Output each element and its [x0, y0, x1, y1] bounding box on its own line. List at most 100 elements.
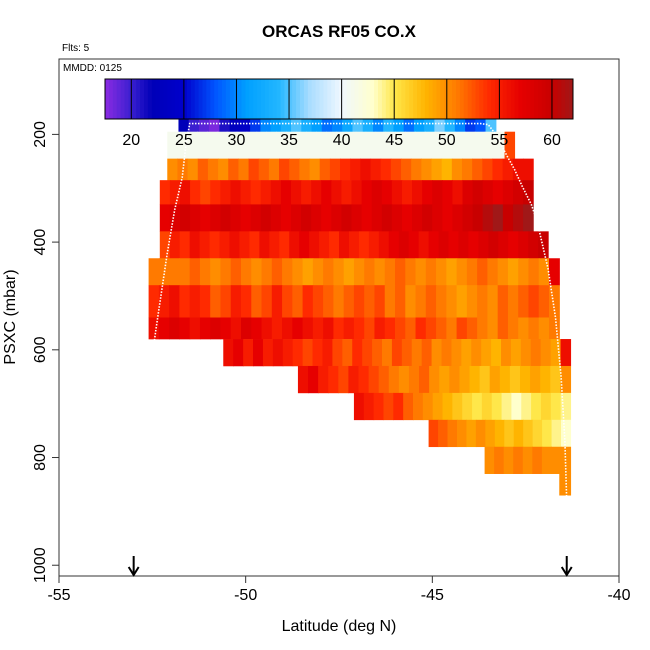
- heatmap-cell: [270, 180, 282, 205]
- colorbar-segment: [545, 79, 551, 119]
- heatmap-cell: [260, 115, 272, 133]
- heatmap-cell: [391, 180, 403, 205]
- heatmap-cell: [321, 180, 332, 205]
- heatmap-cell: [374, 317, 386, 340]
- heatmap-cell: [364, 258, 376, 286]
- colorbar-segment: [292, 79, 297, 119]
- heatmap-cell: [422, 204, 433, 232]
- heatmap-cell: [431, 339, 443, 367]
- heatmap-cell: [371, 204, 383, 232]
- heatmap-cell: [464, 131, 476, 159]
- heatmap-cell: [422, 392, 434, 421]
- heatmap-cell: [206, 131, 218, 159]
- x-axis-label: Latitude (deg N): [282, 618, 397, 635]
- colorbar-segment: [471, 79, 476, 119]
- heatmap-cell: [388, 365, 400, 394]
- heatmap-cell: [436, 317, 447, 340]
- colorbar-segment: [409, 79, 414, 119]
- heatmap-cell: [512, 180, 524, 205]
- heatmap-cell: [342, 115, 354, 133]
- heatmap-cell: [381, 180, 393, 205]
- colorbar-segment: [448, 79, 453, 119]
- heatmap-cell: [309, 158, 321, 181]
- heatmap-cell: [375, 131, 387, 159]
- heatmap-cell: [197, 158, 209, 181]
- heatmap-cell: [325, 131, 337, 159]
- heatmap-cell: [491, 339, 502, 367]
- colorbar-segment: [210, 79, 215, 119]
- colorbar-segment: [432, 79, 437, 119]
- heatmap-cell: [268, 158, 280, 181]
- heatmap-cell: [401, 204, 413, 232]
- heatmap-cell: [302, 258, 314, 286]
- heatmap-cell: [428, 419, 439, 448]
- x-tick-label: -40: [607, 587, 630, 604]
- colorbar-segment: [424, 79, 430, 119]
- heatmap-cell: [372, 339, 383, 367]
- heatmap-cell: [507, 317, 519, 340]
- heatmap-cell: [469, 365, 481, 394]
- colorbar-segment: [366, 79, 371, 119]
- heatmap-cell: [540, 339, 552, 367]
- colorbar-segment: [186, 79, 192, 119]
- heatmap-cell: [491, 392, 503, 421]
- heatmap-cell: [538, 231, 549, 259]
- heatmap-cell: [219, 115, 231, 133]
- heatmap-cell: [428, 231, 440, 259]
- heatmap-cell: [353, 392, 365, 421]
- heatmap-cell: [279, 231, 290, 259]
- colorbar-segment: [303, 79, 309, 119]
- heatmap-cell: [248, 158, 260, 181]
- heatmap-cell: [479, 365, 491, 394]
- heatmap-cell: [306, 131, 317, 159]
- heatmap-cell: [384, 285, 396, 318]
- heatmap-layer: [148, 115, 572, 496]
- heatmap-cell: [532, 419, 543, 448]
- heatmap-cell: [478, 231, 489, 259]
- heatmap-cell: [353, 258, 365, 286]
- heatmap-cell: [456, 317, 468, 340]
- colorbar-segment: [534, 79, 539, 119]
- colorbar-segment: [171, 79, 176, 119]
- heatmap-cell: [371, 180, 383, 205]
- heatmap-cell: [395, 317, 406, 340]
- colorbar-segment: [385, 79, 391, 119]
- heatmap-cell: [241, 317, 252, 340]
- heatmap-cell: [209, 231, 221, 259]
- y-tick-label: 400: [32, 229, 49, 256]
- heatmap-cell: [187, 131, 198, 159]
- colorbar-tick-label: 50: [438, 132, 456, 149]
- colorbar-segment: [456, 79, 461, 119]
- heatmap-cell: [461, 339, 472, 367]
- heatmap-cell: [319, 231, 330, 259]
- colorbar-segment: [378, 79, 383, 119]
- colorbar-segment: [420, 79, 426, 119]
- heatmap-cell: [432, 180, 443, 205]
- colorbar-segment: [393, 79, 398, 119]
- heatmap-cell: [449, 365, 461, 394]
- heatmap-cell: [189, 258, 201, 286]
- heatmap-cell: [374, 258, 386, 286]
- colorbar-tick-label: 25: [175, 132, 193, 149]
- heatmap-cell: [229, 231, 241, 259]
- heatmap-cell: [530, 339, 542, 367]
- heatmap-cell: [538, 317, 550, 340]
- heatmap-cell: [199, 285, 211, 318]
- heatmap-cell: [316, 131, 327, 159]
- heatmap-cell: [272, 339, 284, 367]
- colorbar-segment: [159, 79, 164, 119]
- heatmap-cell: [159, 180, 171, 205]
- heatmap-cell: [530, 365, 541, 394]
- colorbar-segment: [389, 79, 395, 119]
- heatmap-cell: [370, 158, 382, 181]
- heatmap-cell: [302, 339, 314, 367]
- heatmap-cell: [532, 446, 543, 474]
- heatmap-cell: [271, 285, 283, 318]
- heatmap-cell: [488, 231, 499, 259]
- heatmap-cell: [311, 180, 322, 205]
- heatmap-cell: [299, 158, 311, 181]
- heatmap-cell: [528, 231, 539, 259]
- heatmap-cell: [550, 365, 561, 394]
- heatmap-cell: [482, 180, 494, 205]
- heatmap-cell: [468, 231, 479, 259]
